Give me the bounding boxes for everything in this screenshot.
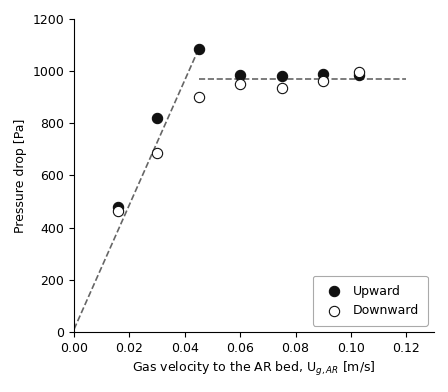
- Downward: [115, 207, 122, 214]
- Upward: [320, 71, 327, 77]
- Upward: [154, 115, 161, 121]
- Downward: [237, 81, 244, 87]
- Y-axis label: Pressure drop [Pa]: Pressure drop [Pa]: [14, 118, 27, 232]
- Downward: [278, 85, 285, 91]
- Downward: [356, 69, 363, 76]
- Downward: [195, 94, 202, 100]
- Upward: [237, 72, 244, 78]
- Upward: [195, 46, 202, 52]
- Upward: [115, 203, 122, 210]
- Upward: [278, 73, 285, 80]
- Downward: [154, 150, 161, 156]
- Legend: Upward, Downward: Upward, Downward: [313, 276, 428, 326]
- X-axis label: Gas velocity to the AR bed, U$_{g,AR}$ [m/s]: Gas velocity to the AR bed, U$_{g,AR}$ […: [132, 360, 376, 378]
- Downward: [320, 78, 327, 85]
- Upward: [356, 72, 363, 78]
